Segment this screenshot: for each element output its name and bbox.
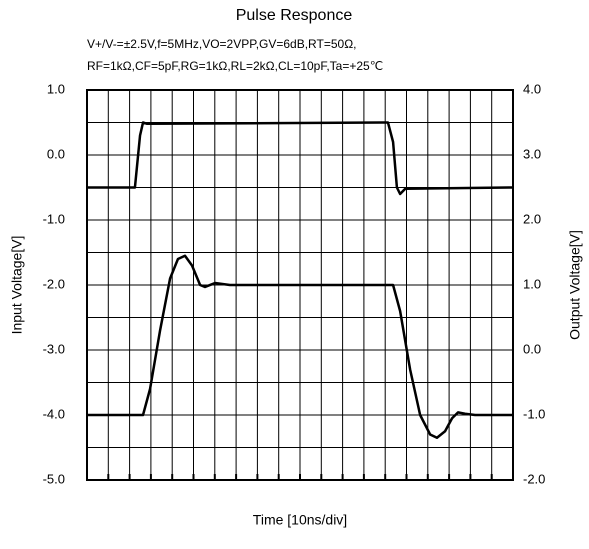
x-axis-label: Time [10ns/div] xyxy=(253,512,347,528)
y-tick-label: 0.0 xyxy=(47,146,65,161)
chart-title: Pulse Responce xyxy=(236,7,353,24)
series-line xyxy=(87,254,513,439)
y2-tick-label: 1.0 xyxy=(523,276,541,291)
y-tick-label: -3.0 xyxy=(43,341,65,356)
y2-tick-label: 4.0 xyxy=(523,81,541,96)
y-tick-label: 1.0 xyxy=(47,81,65,96)
y-tick-label: -5.0 xyxy=(43,471,65,486)
y-axis-label: Input Voltage[V] xyxy=(9,236,25,335)
subtitle: RF=1kΩ,CF=5pF,RG=1kΩ,RL=2kΩ,CL=10pF,Ta=+… xyxy=(87,59,383,73)
y-tick-label: -2.0 xyxy=(43,276,65,291)
plot-frame xyxy=(86,89,514,481)
y-tick-label: -4.0 xyxy=(43,406,65,421)
y2-tick-label: -1.0 xyxy=(523,406,545,421)
subtitle: V+/V-=±2.5V,f=5MHz,VO=2VPP,GV=6dB,RT=50Ω… xyxy=(87,37,357,51)
y2-tick-label: 0.0 xyxy=(523,341,541,356)
y2-tick-label: 3.0 xyxy=(523,146,541,161)
y2-axis-label: Output Voltage[V] xyxy=(567,230,583,340)
series-line xyxy=(87,121,514,196)
y-tick-label: -1.0 xyxy=(43,211,65,226)
y2-tick-label: 2.0 xyxy=(523,211,541,226)
y2-tick-label: -2.0 xyxy=(523,471,545,486)
